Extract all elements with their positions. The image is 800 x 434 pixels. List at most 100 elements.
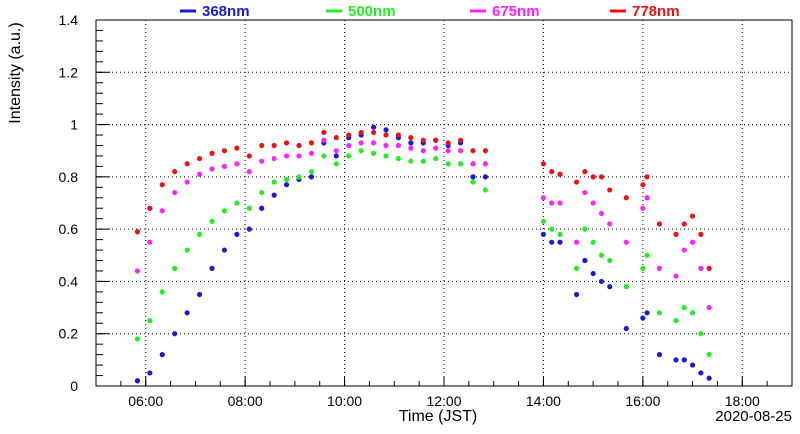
data-point xyxy=(598,252,605,258)
legend-label: 500nm xyxy=(348,3,396,20)
data-point xyxy=(172,189,178,196)
data-point xyxy=(333,153,339,159)
data-point xyxy=(346,132,352,138)
data-points xyxy=(134,124,712,384)
series-675nm xyxy=(134,137,712,311)
data-point xyxy=(590,239,596,245)
x-axis-title: Time (JST) xyxy=(399,408,478,425)
data-point xyxy=(184,247,190,253)
y-tick-label: 0.8 xyxy=(59,169,79,185)
data-point xyxy=(644,195,650,201)
data-point xyxy=(408,145,414,151)
data-point xyxy=(540,195,547,201)
data-point xyxy=(408,140,414,146)
data-point xyxy=(689,239,696,245)
data-point xyxy=(408,135,414,141)
data-point xyxy=(640,315,646,321)
data-point xyxy=(147,239,153,245)
data-point xyxy=(644,310,650,316)
data-point xyxy=(383,127,389,133)
data-point xyxy=(308,174,315,180)
data-point xyxy=(147,205,153,211)
data-point xyxy=(623,239,629,245)
data-point xyxy=(445,148,451,154)
x-tick-label: 12:00 xyxy=(426,393,461,409)
data-point xyxy=(623,284,629,290)
data-point xyxy=(582,189,588,196)
data-point xyxy=(457,148,464,154)
plot-frame xyxy=(95,19,793,387)
data-point xyxy=(457,137,464,143)
data-point xyxy=(333,161,339,167)
data-point xyxy=(259,158,265,164)
data-point xyxy=(209,218,215,224)
legend: 368nm 500nm 675nm 778nm xyxy=(180,3,680,20)
data-point xyxy=(656,310,663,316)
data-point xyxy=(549,200,555,206)
data-point xyxy=(420,137,426,143)
data-point xyxy=(283,140,290,146)
data-point xyxy=(482,161,489,167)
data-point xyxy=(698,370,704,376)
data-point xyxy=(159,352,165,358)
data-point xyxy=(573,179,580,185)
data-point xyxy=(445,140,451,146)
x-tick-label: 14:00 xyxy=(526,393,561,409)
data-point xyxy=(640,182,646,188)
data-point xyxy=(358,148,364,154)
data-point xyxy=(673,273,679,279)
x-tick-label: 06:00 xyxy=(128,393,163,409)
series-778nm xyxy=(134,129,712,271)
data-point xyxy=(246,153,252,159)
data-point xyxy=(308,140,315,146)
data-point xyxy=(706,265,712,271)
data-point xyxy=(540,231,547,237)
legend-label: 368nm xyxy=(202,3,250,20)
data-point xyxy=(433,155,439,162)
data-point xyxy=(246,169,252,175)
data-point xyxy=(346,153,352,159)
data-point xyxy=(333,135,339,141)
data-point xyxy=(590,270,596,277)
data-point xyxy=(698,231,704,237)
data-point xyxy=(296,142,302,149)
data-point xyxy=(221,163,228,169)
data-point xyxy=(321,129,327,136)
data-point xyxy=(321,153,327,159)
data-point xyxy=(482,174,489,180)
data-point xyxy=(470,148,476,154)
data-point xyxy=(134,268,141,274)
y-tick-label: 0.6 xyxy=(59,221,79,237)
grid-lines xyxy=(96,20,792,386)
data-point xyxy=(184,161,190,167)
data-point xyxy=(623,195,629,201)
data-point xyxy=(598,174,605,180)
data-point xyxy=(321,137,327,143)
data-point xyxy=(358,140,364,146)
data-point xyxy=(271,155,277,162)
data-point xyxy=(420,158,426,164)
data-point xyxy=(656,265,663,271)
data-point xyxy=(549,226,555,232)
data-point xyxy=(283,176,290,183)
data-point xyxy=(549,169,555,175)
data-point xyxy=(196,231,203,237)
data-point xyxy=(395,142,402,149)
data-point xyxy=(259,142,265,149)
data-point xyxy=(557,171,563,177)
data-point xyxy=(598,278,605,285)
y-tick-label: 1.2 xyxy=(59,64,79,80)
data-point xyxy=(433,137,439,143)
y-tick-label: 0.4 xyxy=(59,273,79,289)
data-point xyxy=(540,161,547,167)
data-point xyxy=(433,145,439,151)
data-point xyxy=(196,291,203,298)
data-point xyxy=(607,284,613,290)
data-point xyxy=(184,310,190,316)
x-tick-label: 08:00 xyxy=(228,393,263,409)
data-point xyxy=(283,182,290,188)
data-point xyxy=(383,153,389,159)
data-point xyxy=(172,169,178,175)
data-point xyxy=(482,148,489,154)
y-tick-label: 0 xyxy=(70,378,78,394)
